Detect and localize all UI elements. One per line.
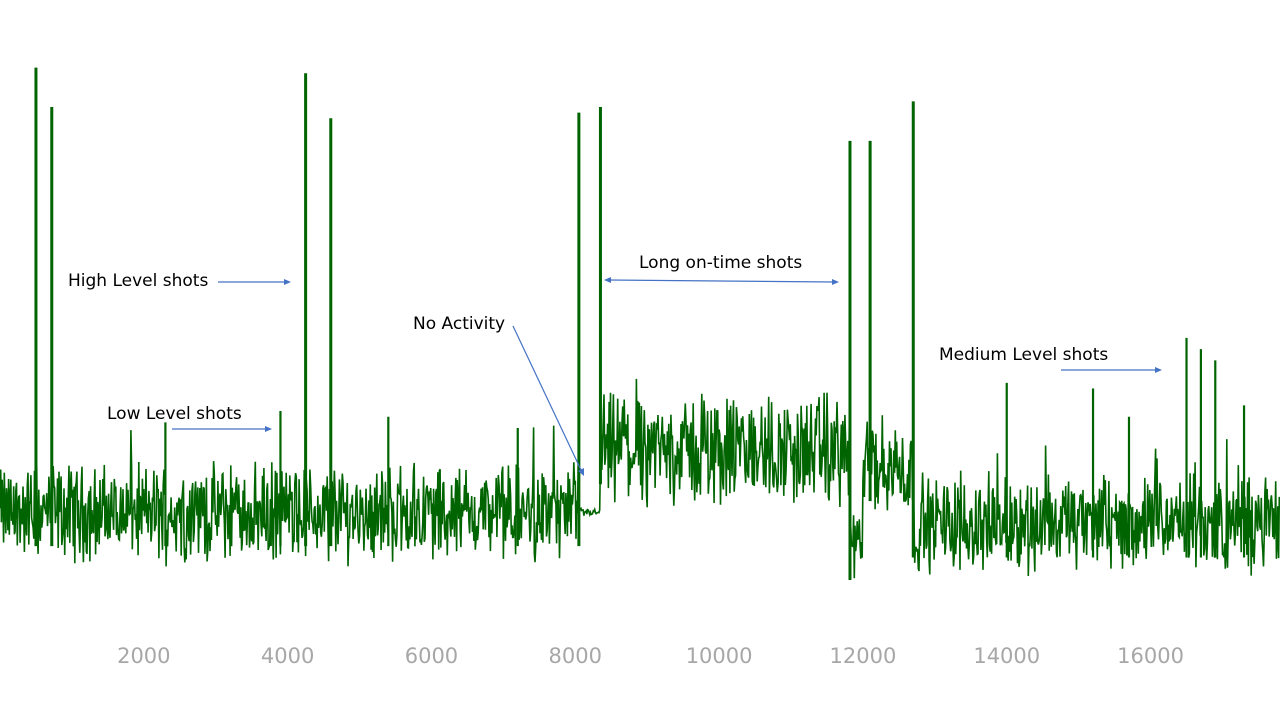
annotation-arrow-long-on-time xyxy=(608,279,835,283)
annotation-no-activity: No Activity xyxy=(413,314,584,476)
annotation-label-no-activity: No Activity xyxy=(413,314,505,334)
x-tick-label: 14000 xyxy=(973,644,1040,668)
x-tick-label: 4000 xyxy=(261,644,314,668)
arrowhead-icon xyxy=(832,279,839,285)
signal-series-line xyxy=(0,378,1280,579)
annotation-label-long-on-time: Long on-time shots xyxy=(639,253,802,273)
x-tick-label: 16000 xyxy=(1117,644,1184,668)
arrowhead-icon xyxy=(1155,367,1162,373)
arrowhead-icon xyxy=(578,468,584,476)
x-tick-label: 6000 xyxy=(405,644,458,668)
x-tick-label: 2000 xyxy=(117,644,170,668)
annotation-arrow-no-activity xyxy=(512,325,583,473)
annotation-low-level: Low Level shots xyxy=(107,404,272,432)
annotation-label-low-level: Low Level shots xyxy=(107,404,242,424)
x-tick-label: 8000 xyxy=(549,644,602,668)
arrowhead-icon xyxy=(265,426,272,432)
annotations: High Level shots Low Level shots No Acti… xyxy=(68,253,1162,476)
series-layer xyxy=(0,67,1280,580)
x-tick-label: 10000 xyxy=(686,644,753,668)
arrowhead-icon xyxy=(284,279,291,285)
x-tick-label: 12000 xyxy=(830,644,897,668)
annotation-long-on-time: Long on-time shots xyxy=(604,253,839,285)
annotation-high-level: High Level shots xyxy=(68,271,291,291)
x-axis: 2000 4000 6000 8000 10000 12000 14000 16000 xyxy=(117,644,1184,668)
annotation-label-medium-level: Medium Level shots xyxy=(939,345,1108,365)
annotation-medium-level: Medium Level shots xyxy=(939,345,1162,373)
annotation-label-high-level: High Level shots xyxy=(68,271,208,291)
arrowhead-icon xyxy=(604,277,611,283)
